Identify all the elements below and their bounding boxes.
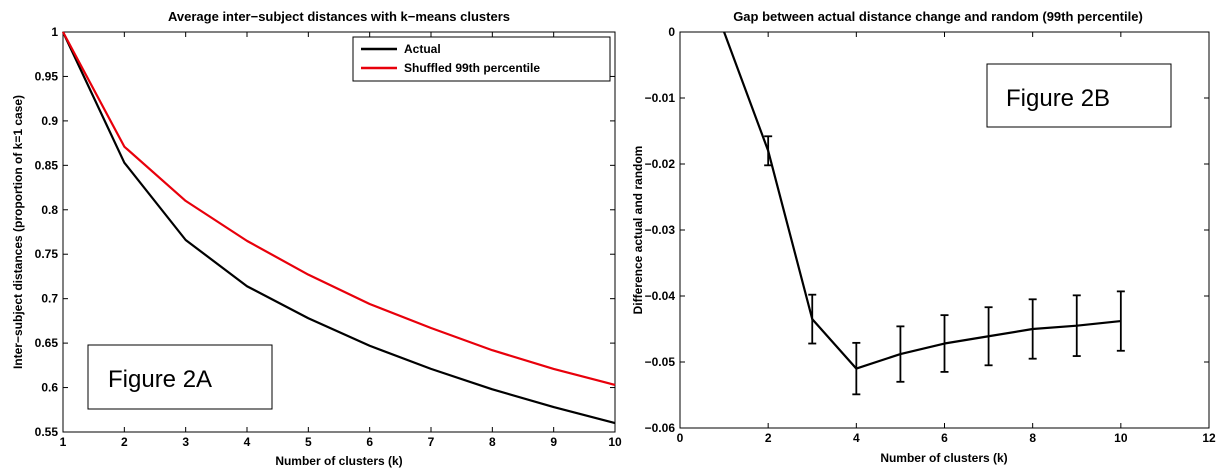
chart-a-ytick-label: 0.7: [41, 292, 58, 306]
chart-a-ytick-label: 0.85: [35, 158, 59, 172]
chart-a-xtick-label: 6: [366, 435, 373, 449]
chart-a-ytick-label: 0.9: [41, 114, 58, 128]
chart-a-ytick-label: 0.8: [41, 203, 58, 217]
chart-a-ylabel: Inter−subject distances (proportion of k…: [11, 95, 25, 369]
chart-b-xtick-label: 10: [1114, 431, 1128, 445]
chart-b-xtick-label: 4: [853, 431, 860, 445]
chart-b-series-0-line: [723, 31, 1121, 370]
chart-b-xlabel: Number of clusters (k): [880, 451, 1007, 465]
chart-b: Gap between actual distance change and r…: [631, 9, 1216, 465]
chart-b-errorbar: [984, 306, 993, 367]
chart-b-xtick-label: 12: [1202, 431, 1216, 445]
chart-b-xtick-label: 8: [1029, 431, 1036, 445]
chart-a-xtick-label: 9: [550, 435, 557, 449]
legend-label-shuffled: Shuffled 99th percentile: [404, 61, 540, 75]
chart-b-errorbar: [1116, 290, 1125, 352]
chart-a-series-0-line: [62, 31, 616, 425]
chart-a-xtick-label: 1: [60, 435, 67, 449]
chart-a-annotation: Figure 2A: [87, 344, 273, 410]
chart-a-xtick-label: 3: [182, 435, 189, 449]
chart-a-ticks: 1 2 3 4 5 6 7 8 9 10 0.55 0.6 0.65 0.7 0.75 0.8 0.85 0.9 0…: [35, 25, 622, 449]
legend-label-actual: Actual: [404, 42, 441, 56]
chart-b-ticks: 0 2 4 6 8 10 12 −0.06 −0.05 −0.04 −0.03 −0.02 −0.01 0: [645, 25, 1216, 445]
annotation-box: [986, 63, 1172, 128]
chart-a-ytick-label: 0.95: [35, 69, 59, 83]
chart-a-xtick-label: 10: [608, 435, 622, 449]
chart-b-ytick-label: −0.02: [645, 157, 676, 171]
chart-b-annotation: Figure 2B: [986, 63, 1172, 128]
chart-a-title: Average inter−subject distances with k−m…: [168, 9, 510, 24]
chart-b-errorbar: [808, 293, 817, 345]
chart-a-xlabel: Number of clusters (k): [275, 454, 402, 468]
chart-a-ytick-label: 1: [51, 25, 58, 39]
chart-b-title: Gap between actual distance change and r…: [733, 9, 1143, 24]
chart-a-xtick-label: 8: [489, 435, 496, 449]
chart-b-ytick-label: −0.03: [645, 223, 676, 237]
chart-b-errorbar: [1028, 298, 1037, 360]
chart-b-ytick-label: 0: [668, 25, 675, 39]
chart-b-xtick-label: 2: [765, 431, 772, 445]
chart-a-ytick-label: 0.75: [35, 247, 59, 261]
annotation-box: [87, 344, 273, 410]
chart-a-xtick-label: 2: [121, 435, 128, 449]
chart-b-series: [723, 31, 1125, 396]
chart-a-xtick-label: 5: [305, 435, 312, 449]
chart-a-series: [62, 31, 616, 425]
chart-a-ytick-label: 0.65: [35, 336, 59, 350]
chart-a-ytick-label: 0.55: [35, 425, 59, 439]
chart-a-ytick-label: 0.6: [41, 381, 58, 395]
chart-b-xtick-label: 6: [941, 431, 948, 445]
chart-a-xtick-label: 4: [244, 435, 251, 449]
chart-b-ytick-label: −0.01: [645, 91, 676, 105]
chart-b-errorbar: [764, 135, 773, 167]
chart-a: Average inter−subject distances with k−m…: [11, 9, 622, 468]
chart-b-errorbar: [852, 341, 861, 396]
annotation-label: Figure 2A: [108, 366, 212, 393]
chart-b-ylabel: Difference actual and random: [631, 146, 645, 315]
chart-b-ytick-label: −0.04: [645, 289, 676, 303]
annotation-label: Figure 2B: [1006, 85, 1110, 112]
chart-b-ytick-label: −0.05: [645, 355, 676, 369]
chart-b-errorbar: [940, 314, 949, 373]
chart-b-errorbar: [896, 325, 905, 383]
chart-b-ytick-label: −0.06: [645, 421, 676, 435]
chart-b-xtick-label: 0: [677, 431, 684, 445]
chart-a-series-1-line: [62, 31, 616, 386]
chart-a-xtick-label: 7: [428, 435, 435, 449]
chart-b-errorbar: [1072, 294, 1081, 357]
legend-box: [352, 36, 611, 82]
chart-a-legend: Actual Shuffled 99th percentile: [352, 36, 611, 82]
